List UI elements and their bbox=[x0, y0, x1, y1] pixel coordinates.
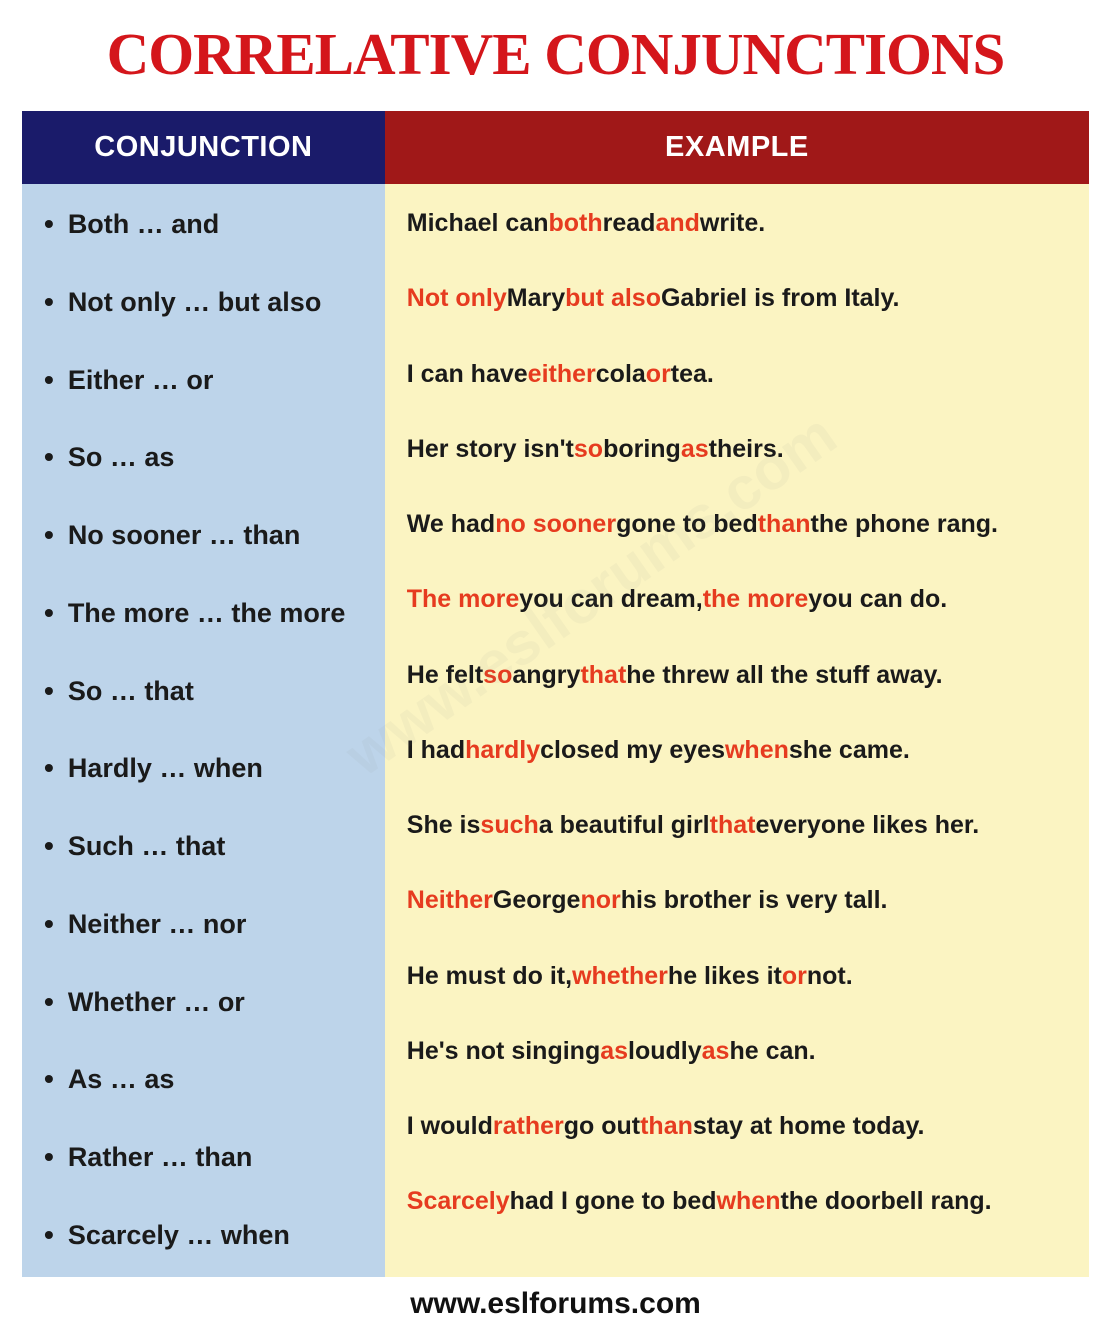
conjunction-item: Scarcely … when bbox=[44, 1219, 371, 1253]
conjunction-body: Both … and Not only … but also Either … or… bbox=[22, 184, 385, 1277]
highlighted-conjunction: such bbox=[480, 810, 538, 841]
highlighted-conjunction: both bbox=[549, 208, 603, 239]
example-item: Neither George nor his brother is very t… bbox=[407, 885, 1075, 916]
example-body: Michael can both read and write. Not only… bbox=[385, 184, 1089, 1277]
conjunction-item: Whether … or bbox=[44, 986, 371, 1020]
conjunction-item: Hardly … when bbox=[44, 752, 371, 786]
example-item: Not only Mary but also Gabriel is from I… bbox=[407, 283, 1075, 314]
highlighted-conjunction: Neither bbox=[407, 885, 493, 916]
highlighted-conjunction: or bbox=[646, 359, 671, 390]
highlighted-conjunction: The more bbox=[407, 584, 520, 615]
conjunction-item: As … as bbox=[44, 1063, 371, 1097]
conjunction-item: No sooner … than bbox=[44, 519, 371, 553]
highlighted-conjunction: Not only bbox=[407, 283, 507, 314]
highlighted-conjunction: as bbox=[702, 1036, 730, 1067]
example-item: He must do it, whether he likes it or no… bbox=[407, 961, 1075, 992]
conjunction-column: CONJUNCTION Both … and Not only … but als… bbox=[22, 111, 385, 1277]
conjunction-item: Rather … than bbox=[44, 1141, 371, 1175]
conjunction-item: Such … that bbox=[44, 830, 371, 864]
example-item: Michael can both read and write. bbox=[407, 208, 1075, 239]
infographic-container: www.eslforums.com CORRELATIVE CONJUNCTIO… bbox=[0, 0, 1111, 1331]
conjunction-item: Either … or bbox=[44, 364, 371, 398]
example-item: We had no sooner gone to bed than the ph… bbox=[407, 509, 1075, 540]
highlighted-conjunction: when bbox=[717, 1186, 781, 1217]
example-item: She is such a beautiful girl that everyo… bbox=[407, 810, 1075, 841]
highlighted-conjunction: or bbox=[782, 961, 807, 992]
example-item: He's not singing as loudly as he can. bbox=[407, 1036, 1075, 1067]
highlighted-conjunction: hardly bbox=[465, 735, 540, 766]
highlighted-conjunction: nor bbox=[580, 885, 620, 916]
highlighted-conjunction: that bbox=[710, 810, 756, 841]
example-item: I had hardly closed my eyes when she cam… bbox=[407, 735, 1075, 766]
highlighted-conjunction: so bbox=[574, 434, 603, 465]
highlighted-conjunction: but also bbox=[565, 283, 661, 314]
conjunction-header: CONJUNCTION bbox=[22, 111, 385, 184]
conjunction-item: So … as bbox=[44, 441, 371, 475]
example-item: The more you can dream, the more you can… bbox=[407, 584, 1075, 615]
example-item: I can have either cola or tea. bbox=[407, 359, 1075, 390]
footer-url: www.eslforums.com bbox=[22, 1287, 1089, 1321]
conjunction-item: Not only … but also bbox=[44, 286, 371, 320]
conjunction-item: The more … the more bbox=[44, 597, 371, 631]
example-column: EXAMPLE Michael can both read and write.… bbox=[385, 111, 1089, 1277]
highlighted-conjunction: whether bbox=[572, 961, 668, 992]
example-header: EXAMPLE bbox=[385, 111, 1089, 184]
highlighted-conjunction: than bbox=[758, 509, 811, 540]
highlighted-conjunction: when bbox=[725, 735, 789, 766]
conjunction-item: Both … and bbox=[44, 208, 371, 242]
highlighted-conjunction: either bbox=[528, 359, 596, 390]
highlighted-conjunction: than bbox=[640, 1111, 693, 1142]
highlighted-conjunction: the more bbox=[703, 584, 809, 615]
example-item: He felt so angry that he threw all the s… bbox=[407, 660, 1075, 691]
conjunction-item: Neither … nor bbox=[44, 908, 371, 942]
conjunction-item: So … that bbox=[44, 675, 371, 709]
highlighted-conjunction: as bbox=[681, 434, 709, 465]
highlighted-conjunction: no sooner bbox=[495, 509, 616, 540]
page-title: CORRELATIVE CONJUNCTIONS bbox=[22, 20, 1089, 89]
example-item: Her story isn't so boring as theirs. bbox=[407, 434, 1075, 465]
example-item: Scarcely had I gone to bed when the door… bbox=[407, 1186, 1075, 1217]
highlighted-conjunction: rather bbox=[493, 1111, 564, 1142]
highlighted-conjunction: and bbox=[655, 208, 699, 239]
example-item: I would rather go out than stay at home … bbox=[407, 1111, 1075, 1142]
conjunction-table: CONJUNCTION Both … and Not only … but als… bbox=[22, 111, 1089, 1277]
highlighted-conjunction: so bbox=[483, 660, 512, 691]
highlighted-conjunction: that bbox=[580, 660, 626, 691]
highlighted-conjunction: as bbox=[600, 1036, 628, 1067]
highlighted-conjunction: Scarcely bbox=[407, 1186, 510, 1217]
